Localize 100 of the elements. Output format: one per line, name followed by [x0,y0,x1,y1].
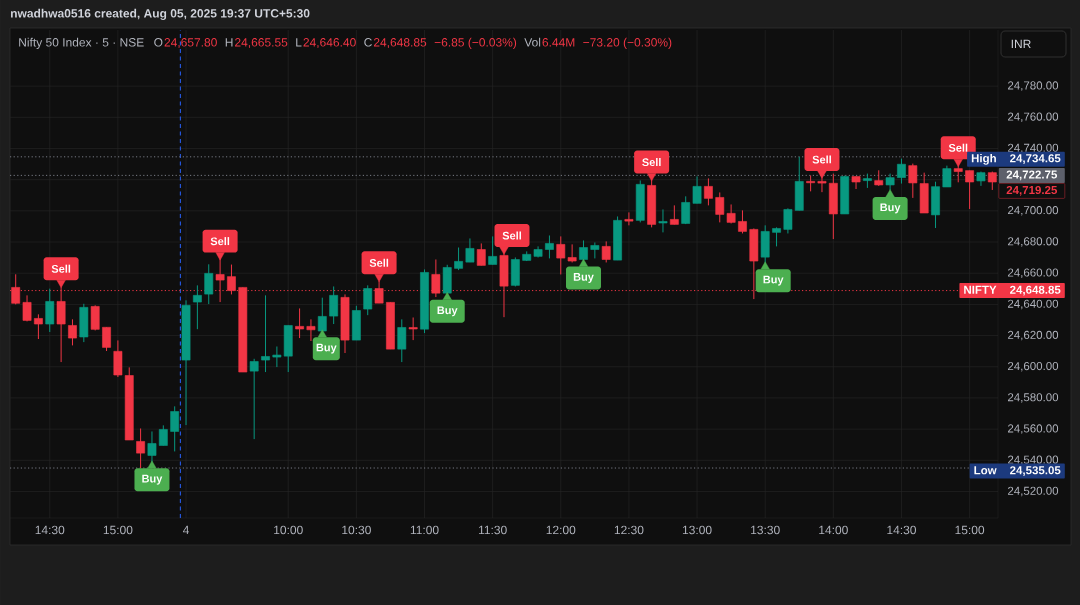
y-tick-label: 24,760.00 [1007,112,1059,123]
y-tick-label: 24,700.00 [1007,206,1059,216]
ref-line-label: NIFTY 24,648.85 [964,285,1061,296]
data-label: Buy [763,275,784,286]
point [317,329,327,338]
point [499,246,509,255]
candlestick [193,284,202,330]
candlestick [772,226,781,247]
annotation: 24,657.80 [164,38,217,49]
point [953,159,963,167]
y-axis-title: INR [1011,39,1031,49]
x-tick-label: 11:00 [410,525,439,535]
annotation: −73.20 (−0.30%) [583,37,672,49]
x-tick-label: 15:00 [103,525,133,535]
candlestick [363,284,373,316]
point [215,252,225,261]
data-label: Sell [51,264,71,273]
annotation: L [296,38,302,47]
candlestick [783,207,793,234]
y-tick-label: 24,660.00 [1007,268,1059,278]
text: 24,719.25 [1006,185,1058,196]
data-label: Sell [642,158,661,167]
x-tick-label: 11:30 [478,525,507,535]
candlestick [897,158,906,185]
candlestick [113,339,123,378]
y-tick-label: 24,620.00 [1007,330,1059,341]
point [374,274,384,282]
candlestick [90,304,100,331]
candlestick [295,307,304,339]
x-tick-label: 12:30 [614,525,644,535]
y-tick-label: 24,560.00 [1007,424,1059,434]
data-label: Buy [880,203,901,214]
data-label: Sell [369,258,389,267]
chart-subtitle: nwadhwa0516 created, Aug 05, 2025 19:37 UTC+5:30 [11,8,310,21]
y-tick-label: 24,540.00 [1007,455,1059,466]
x-tick-label: 13:00 [682,525,712,535]
x-tick-label: 10:00 [274,525,303,535]
candlestick [204,263,214,305]
data-label: Buy [142,474,163,485]
candlestick [476,242,486,266]
annotation: −6.85 (−0.03%) [434,37,517,49]
candlestick [704,177,713,206]
candlestick [68,318,77,346]
candlestick [681,195,691,225]
annotation: Vol [524,37,541,47]
point [760,261,770,270]
x-tick-label: 14:30 [887,525,917,535]
x-tick-label: 10:30 [342,525,371,535]
candlestick [692,175,702,204]
y-tick-label: 24,780.00 [1007,81,1059,91]
annotation: 24,665.55 [235,38,288,49]
candlestick [102,326,111,352]
data-label: Buy [573,273,594,283]
data-label: Buy [437,306,458,317]
annotation: C [364,38,372,47]
annotation: 24,648.85 [373,38,427,49]
candlestick [45,288,55,333]
candlestick [158,424,168,446]
point [885,189,895,198]
y-tick-label: 24,680.00 [1007,237,1059,247]
point [647,173,657,182]
point [147,460,157,469]
candlestick [669,204,679,225]
annotation: H [225,38,233,47]
y-tick-label: 24,600.00 [1007,362,1059,372]
x-tick-label: 15:00 [955,525,985,535]
ref-line-label: Low 24,535.05 [974,466,1061,476]
candlestick [329,285,339,325]
candlestick [851,176,861,190]
candlestick [465,237,475,263]
candlestick [170,405,180,452]
annotation: 24,646.40 [303,38,356,49]
y-tick-label: 24,640.00 [1007,299,1059,310]
data-label: Sell [210,237,230,246]
x-tick-label: 14:00 [819,525,848,535]
x-tick-label: 4 [182,525,190,535]
y-tick-label: 24,580.00 [1007,393,1059,403]
candlestick [261,294,270,373]
y-tick-label: 24,520.00 [1007,486,1059,497]
candlestick [545,234,554,259]
x-tick-label: 14:30 [35,525,65,535]
ref-line-label: 24,722.75 [1006,170,1058,181]
candlestick [624,211,634,226]
point [442,292,452,301]
data-label: Sell [812,155,831,164]
ref-line-label: High 24,734.65 [971,153,1061,165]
y-tick-label: 24,740.00 [1007,143,1059,154]
candlestick [136,428,145,469]
candlestick [306,318,316,342]
candlestick [454,246,463,271]
data-label: Buy [316,343,337,354]
point [817,170,827,179]
candlestick [601,240,611,263]
candlestick [408,316,418,341]
candlestick [658,208,668,233]
candlestick [965,170,974,210]
data-label: Sell [502,231,521,240]
candlestick [488,235,498,265]
x-tick-label: 13:30 [751,525,780,535]
data-label: Sell [948,143,968,152]
